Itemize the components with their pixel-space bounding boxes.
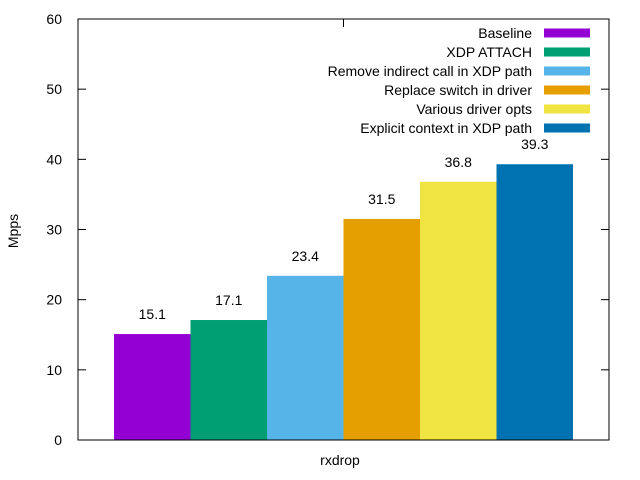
legend-label: Baseline: [478, 25, 532, 41]
y-tick-label: 40: [46, 151, 62, 167]
bar-value-label: 36.8: [445, 154, 472, 170]
y-axis-ticks: 0 10 20 30 40 50 60: [46, 11, 609, 448]
bar-value-label: 15.1: [139, 306, 166, 322]
bars: [114, 164, 573, 440]
y-axis-label: Mpps: [5, 214, 21, 248]
y-tick-label: 20: [46, 292, 62, 308]
legend: Baseline XDP ATTACH Remove indirect call i…: [328, 25, 590, 136]
legend-swatch: [544, 28, 590, 38]
bar-value-label: 17.1: [215, 292, 242, 308]
bar-value-label: 39.3: [521, 136, 548, 152]
bar-value-labels: 15.1 17.1 23.4 31.5 36.8 39.3: [139, 136, 549, 322]
bar: [420, 181, 497, 440]
y-tick-label: 30: [46, 222, 62, 238]
bar: [190, 320, 267, 440]
bar: [343, 218, 420, 440]
y-tick-label: 10: [46, 362, 62, 378]
bar-value-label: 31.5: [368, 191, 395, 207]
legend-label: Explicit context in XDP path: [360, 120, 532, 136]
plot-frame: [77, 18, 610, 441]
legend-swatch: [544, 47, 590, 57]
legend-label: XDP ATTACH: [446, 44, 532, 60]
y-tick-label: 60: [46, 11, 62, 27]
bar: [114, 334, 191, 440]
bar: [496, 164, 573, 440]
y-tick-label: 50: [46, 81, 62, 97]
y-tick-label: 0: [54, 432, 62, 448]
bar-value-label: 23.4: [292, 248, 319, 264]
bar: [267, 275, 344, 440]
legend-swatch: [544, 85, 590, 95]
legend-label: Various driver opts: [416, 101, 532, 117]
legend-swatch: [544, 66, 590, 76]
legend-swatch: [544, 104, 590, 114]
legend-label: Remove indirect call in XDP path: [328, 63, 532, 79]
x-category-label: rxdrop: [320, 452, 360, 468]
legend-label: Replace switch in driver: [384, 82, 532, 98]
legend-swatch: [544, 123, 590, 133]
